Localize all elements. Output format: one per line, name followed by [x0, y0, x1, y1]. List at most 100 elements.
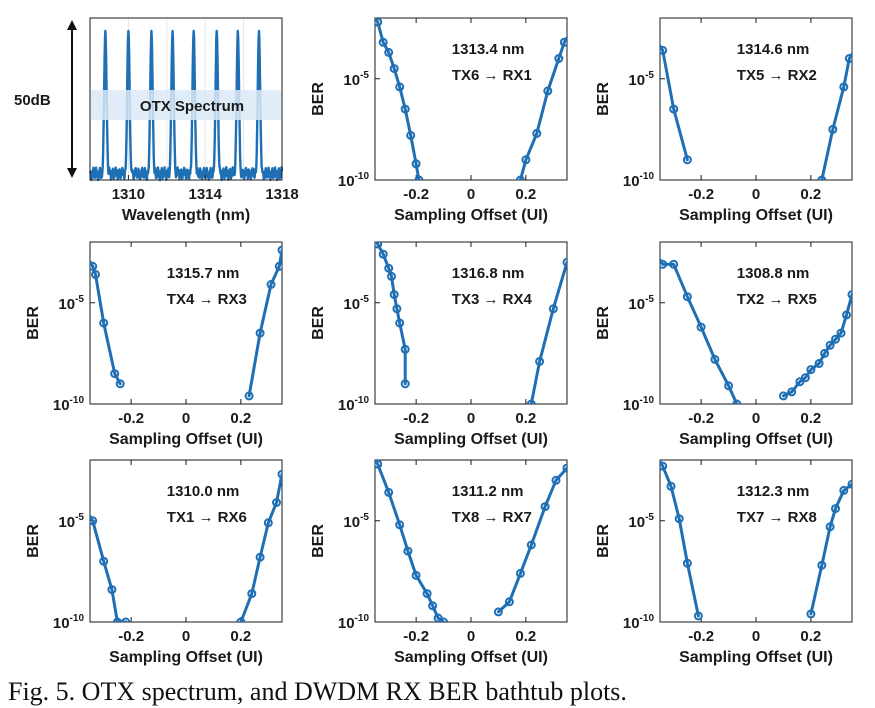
x-tick-label: 0.2 [800, 186, 821, 203]
x-axis-label: Sampling Offset (UI) [394, 207, 548, 224]
ber-point-left [660, 461, 668, 471]
ber-point-right [562, 257, 567, 267]
y-tick-label: 10-10 [53, 613, 85, 632]
ber-point-left [392, 304, 402, 314]
ber-point-left [384, 487, 394, 497]
scale-arrow-head-down [67, 168, 77, 178]
ber-point-left [395, 520, 405, 530]
link-annotation: TX7 → RX8 [737, 509, 817, 526]
ber-point-left [378, 249, 388, 259]
ber-curve-left [660, 256, 739, 404]
ber-point-left [99, 556, 109, 566]
ber-curve-left [375, 18, 421, 180]
x-axis-label: Sampling Offset (UI) [109, 431, 263, 448]
ber-point-left [121, 617, 131, 622]
ber-point-right [847, 479, 852, 489]
ber-point-right [548, 304, 558, 314]
y-tick-label: 10-5 [343, 294, 369, 313]
x-tick-label: 0.2 [800, 628, 821, 645]
ber-curve-right [247, 247, 282, 398]
x-tick-label: -0.2 [688, 410, 714, 427]
ber-point-left [411, 159, 421, 169]
ber-point-right [277, 245, 282, 255]
ber-point-left [115, 379, 125, 389]
ber-point-right [540, 502, 550, 512]
ber-point-right [787, 387, 797, 397]
ber-point-left [387, 271, 396, 281]
ber-point-right [272, 498, 281, 507]
ber-point-right [778, 391, 788, 401]
x-tick-label: 0.2 [515, 628, 536, 645]
ber-point-right [806, 365, 816, 375]
ber-point-left [375, 18, 383, 27]
x-tick-label: -0.2 [118, 410, 144, 427]
ber-point-left [375, 460, 383, 469]
ber-point-right [255, 328, 265, 338]
wavelength-annotation: 1315.7 nm [167, 265, 240, 282]
ber-curve-left [660, 460, 700, 618]
bathtub-panel: -0.2 0 0.2 Sampling Offset (UI) 10-5 10-10 BER… [25, 459, 283, 666]
y-tick-label: 10-5 [628, 512, 654, 531]
scale-arrow-head-up [67, 20, 77, 30]
plot-area [660, 256, 852, 404]
ber-curve-left [375, 460, 446, 622]
ber-point-right [236, 617, 246, 622]
x-tick-label: 0 [752, 628, 760, 645]
bathtub-panel: -0.2 0 0.2 Sampling Offset (UI) 10-5 10-10 BER… [25, 241, 283, 448]
ber-point-right [526, 540, 536, 550]
link-annotation: TX6 → RX1 [452, 67, 532, 84]
x-tick-label: 0 [752, 410, 760, 427]
y-tick-label: 10-5 [58, 512, 84, 531]
ber-point-left [378, 37, 388, 47]
plot-area [375, 18, 567, 180]
ber-point-left [669, 104, 679, 114]
ber-point-right [817, 175, 827, 180]
ber-point-right [515, 568, 525, 578]
ber-point-left [422, 589, 432, 599]
ber-point-left [384, 263, 394, 273]
ber-point-left [112, 617, 122, 622]
ber-curve-right [518, 34, 567, 180]
ber-point-left [660, 259, 668, 269]
ber-point-right [817, 560, 827, 570]
ber-curve-right [820, 51, 852, 180]
x-tick-label: 0.2 [515, 410, 536, 427]
y-axis-label: BER [595, 82, 612, 116]
x-tick-label: 1314 [189, 186, 223, 203]
ber-point-left [666, 481, 676, 491]
plot-area [90, 245, 282, 401]
ber-point-left [107, 585, 117, 595]
ber-point-right [814, 359, 824, 368]
y-axis-label: BER [310, 306, 327, 340]
x-tick-label: 1310 [112, 186, 145, 203]
ber-point-left [682, 292, 692, 302]
ber-point-left [693, 611, 703, 621]
plot-area [660, 460, 852, 621]
x-tick-label: 0.2 [515, 186, 536, 203]
x-tick-label: -0.2 [403, 410, 429, 427]
ber-curve-right [239, 471, 282, 622]
wavelength-annotation: 1311.2 nm [452, 483, 524, 500]
y-axis-label: BER [25, 306, 42, 340]
ber-point-right [831, 504, 840, 514]
ber-point-right [836, 328, 846, 338]
spectrum-panel: OTX Spectrum 1310 1314 1318 Wavelength (nm) 5… [14, 17, 299, 224]
ber-point-right [820, 348, 830, 358]
ber-point-left [90, 261, 98, 271]
spectrum-trace [88, 29, 284, 182]
bathtub-panel: -0.2 0 0.2 Sampling Offset (UI) 10-5 10-10 BER… [595, 241, 853, 448]
x-tick-label: -0.2 [403, 628, 429, 645]
ber-point-right [247, 589, 257, 599]
y-tick-label: 10-10 [53, 395, 85, 414]
y-axis-label: BER [310, 524, 327, 558]
x-tick-label: 1318 [265, 186, 298, 203]
x-axis-label: Sampling Offset (UI) [679, 207, 833, 224]
ber-point-left [99, 318, 109, 328]
x-axis-label: Sampling Offset (UI) [394, 431, 548, 448]
ber-point-left [696, 322, 706, 332]
ber-point-left [439, 617, 449, 622]
wavelength-annotation: 1312.3 nm [737, 483, 810, 500]
x-tick-label: -0.2 [688, 628, 714, 645]
y-tick-label: 10-10 [338, 171, 370, 190]
